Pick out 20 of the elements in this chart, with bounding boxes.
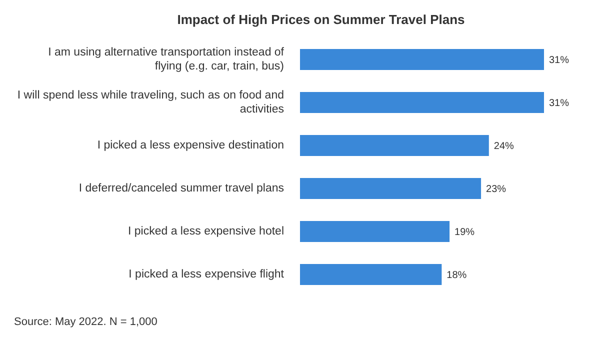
y-tick-label: I picked a less expensive hotel bbox=[128, 226, 284, 238]
y-tick-label: I am using alternative transportation instead of flying (e.g. car, train, bus) bbox=[48, 46, 285, 72]
y-tick-label: I picked a less expensive flight bbox=[128, 268, 285, 280]
data-label: 31% bbox=[549, 98, 570, 110]
bar bbox=[300, 178, 482, 199]
data-label: 31% bbox=[549, 55, 570, 66]
y-tick-label: I will spend less while traveling, such as on food and activities bbox=[17, 90, 284, 116]
bar bbox=[300, 135, 489, 156]
y-tick-label: I picked a less expensive destination bbox=[97, 140, 284, 152]
bar bbox=[300, 49, 544, 70]
y-tick-label: I deferred/canceled summer travel plans bbox=[78, 182, 284, 194]
bar bbox=[300, 221, 450, 242]
bar bbox=[300, 264, 442, 285]
data-label: 24% bbox=[494, 141, 514, 152]
data-label: 23% bbox=[486, 184, 506, 196]
source-note: Source: May 2022. N = 1,000 bbox=[14, 316, 158, 328]
data-label: 18% bbox=[446, 270, 467, 282]
data-label: 19% bbox=[454, 227, 475, 238]
bar bbox=[300, 92, 544, 113]
chart-title: Impact of High Prices on Summer Travel Plans bbox=[176, 11, 466, 29]
